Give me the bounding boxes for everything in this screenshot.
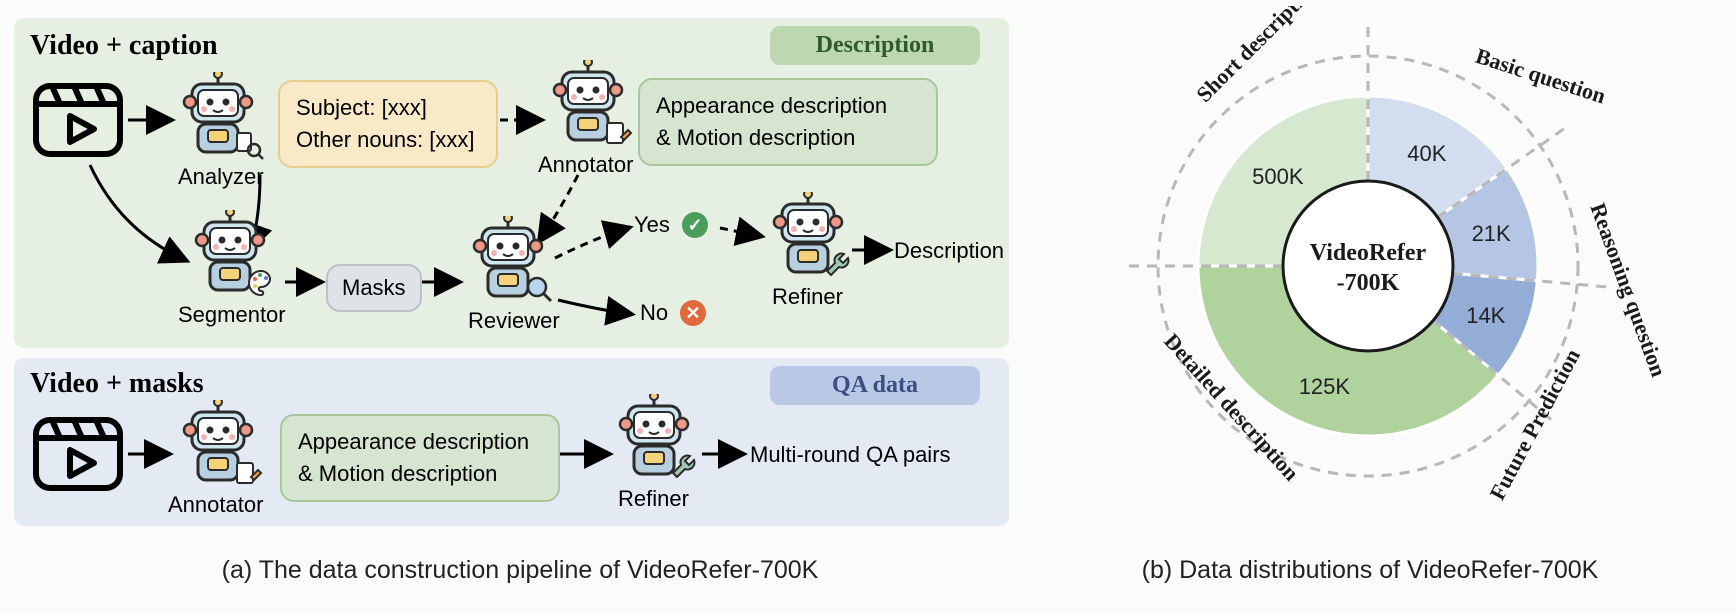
- cross-icon: ✕: [680, 300, 706, 326]
- desc-line1: Appearance description: [656, 90, 920, 122]
- caption-b: (b) Data distributions of VideoRefer-700…: [1060, 556, 1680, 585]
- segmentor-robot: [190, 210, 270, 305]
- refiner-label: Refiner: [772, 284, 843, 310]
- annotator-label-qa: Annotator: [168, 492, 263, 518]
- segmentor-label: Segmentor: [178, 302, 286, 328]
- subject-line: Subject: [xxx]: [296, 92, 480, 124]
- output-qa: Multi-round QA pairs: [750, 442, 951, 468]
- svg-text:-700K: -700K: [1337, 270, 1400, 296]
- refiner-robot-qa: [614, 394, 694, 489]
- annotator-robot-qa: [178, 400, 258, 495]
- reviewer-robot: [468, 216, 548, 311]
- no-label: No: [640, 300, 668, 326]
- analyzer-label: Analyzer: [178, 164, 264, 190]
- check-icon: ✓: [682, 212, 708, 238]
- slice-value: 500K: [1252, 164, 1304, 189]
- desc-line1-qa: Appearance description: [298, 426, 542, 458]
- caption-a: (a) The data construction pipeline of Vi…: [120, 556, 920, 585]
- slice-value: 21K: [1472, 221, 1511, 246]
- desc-line2: & Motion description: [656, 122, 920, 154]
- refiner-robot: [768, 192, 848, 287]
- desc-box: Appearance description & Motion descript…: [638, 78, 938, 166]
- masks-box: Masks: [326, 264, 422, 312]
- slice-label: Short description: [1191, 6, 1324, 107]
- slice-value: 40K: [1407, 141, 1446, 166]
- annotator-robot: [548, 60, 628, 155]
- annotator-label: Annotator: [538, 152, 633, 178]
- nouns-line: Other nouns: [xxx]: [296, 124, 480, 156]
- desc-line2-qa: & Motion description: [298, 458, 542, 490]
- yes-label: Yes: [634, 212, 670, 238]
- refiner-label-qa: Refiner: [618, 486, 689, 512]
- slice-value: 125K: [1299, 374, 1351, 399]
- subject-box: Subject: [xxx] Other nouns: [xxx]: [278, 80, 498, 168]
- svg-text:VideoRefer: VideoRefer: [1310, 240, 1427, 266]
- donut-chart: VideoRefer-700K500KShort description40KB…: [1028, 6, 1728, 546]
- reviewer-label: Reviewer: [468, 308, 560, 334]
- output-description: Description: [894, 238, 1004, 264]
- desc-box-qa: Appearance description & Motion descript…: [280, 414, 560, 502]
- slice-label: Reasoning question: [1585, 200, 1671, 380]
- analyzer-robot: [178, 72, 258, 167]
- slice-value: 14K: [1466, 303, 1505, 328]
